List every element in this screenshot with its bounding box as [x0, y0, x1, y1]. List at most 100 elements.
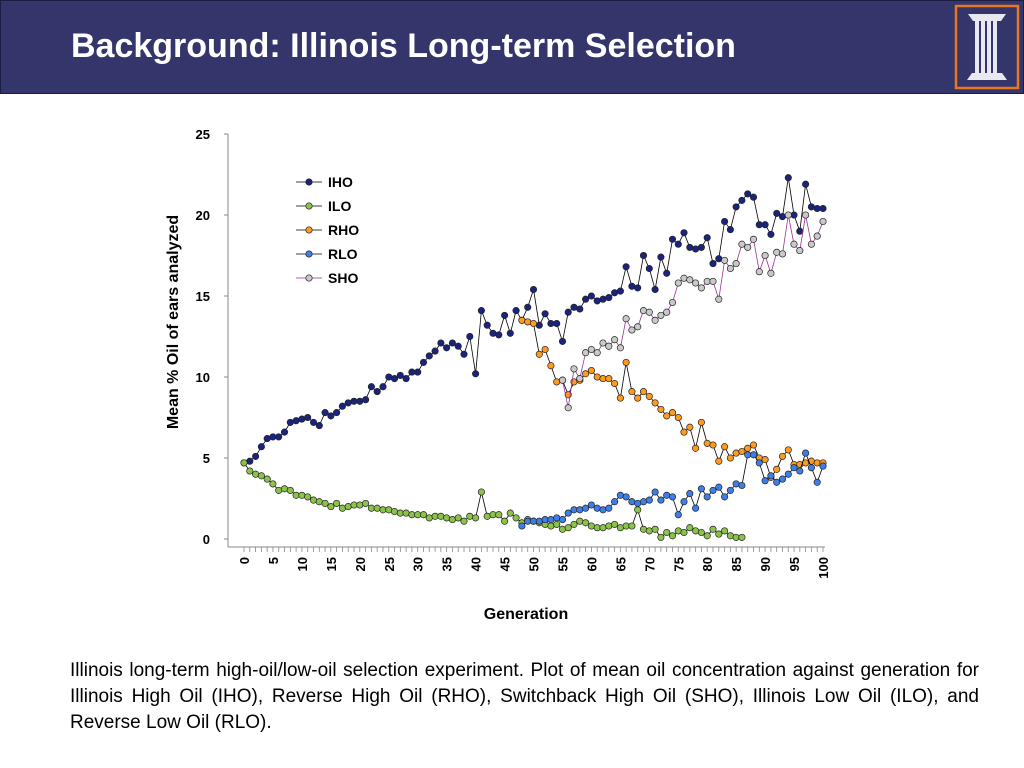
- data-point-rho: [593, 373, 601, 381]
- x-tick-label: 0: [237, 557, 252, 564]
- legend-marker-iho: [305, 178, 313, 186]
- data-point-rlo: [628, 498, 636, 506]
- data-point-iho: [645, 264, 653, 273]
- data-point-rlo: [657, 496, 665, 504]
- data-point-ilo: [443, 514, 451, 522]
- data-point-rho: [732, 449, 740, 457]
- data-point-iho: [726, 226, 734, 234]
- data-point-rho: [680, 428, 688, 436]
- data-point-sho: [761, 251, 769, 260]
- data-point-rho: [599, 375, 607, 383]
- legend-label-rho: RHO: [328, 222, 359, 238]
- legend-item-sho: SHO: [296, 270, 358, 286]
- data-point-iho: [275, 433, 283, 441]
- x-tick-label: 45: [498, 557, 513, 571]
- data-point-iho: [501, 311, 509, 319]
- data-point-iho: [298, 415, 306, 423]
- x-tick-label: 50: [527, 557, 542, 571]
- series-iho: [240, 174, 827, 467]
- data-point-ilo: [315, 498, 323, 506]
- data-point-ilo: [738, 533, 746, 541]
- data-point-iho: [344, 399, 352, 407]
- data-point-rlo: [663, 491, 671, 499]
- data-point-rho: [674, 413, 682, 422]
- data-point-iho: [686, 243, 694, 251]
- data-point-sho: [576, 375, 584, 383]
- data-point-rlo: [564, 509, 572, 517]
- data-point-iho: [639, 251, 648, 260]
- data-point-iho: [367, 383, 375, 391]
- data-point-rlo: [692, 504, 700, 512]
- data-point-rlo: [587, 501, 595, 509]
- data-point-ilo: [692, 527, 700, 535]
- data-point-rlo: [605, 504, 613, 512]
- y-tick-label: 10: [196, 370, 210, 385]
- data-point-ilo: [576, 517, 584, 525]
- data-point-ilo: [431, 512, 439, 520]
- data-point-ilo: [668, 532, 677, 540]
- data-point-rho: [773, 465, 781, 473]
- data-point-rlo: [518, 522, 526, 530]
- data-point-rlo: [524, 517, 532, 525]
- data-point-iho: [773, 209, 781, 217]
- x-axis-title: Generation: [484, 606, 568, 623]
- data-point-sho: [668, 298, 677, 307]
- data-point-iho: [611, 289, 619, 297]
- data-point-iho: [541, 310, 549, 318]
- legend-item-rho: RHO: [296, 222, 359, 238]
- data-point-iho: [663, 269, 671, 277]
- data-point-sho: [639, 307, 648, 315]
- data-point-iho: [697, 243, 705, 251]
- data-point-iho: [448, 339, 456, 347]
- data-point-sho: [628, 326, 636, 334]
- data-point-rlo: [611, 498, 619, 506]
- data-point-ilo: [338, 504, 346, 512]
- data-point-ilo: [639, 525, 648, 533]
- data-point-sho: [651, 316, 659, 324]
- y-tick-label: 0: [203, 532, 210, 547]
- data-point-sho: [796, 247, 804, 255]
- x-tick-label: 25: [382, 557, 397, 571]
- data-point-iho: [454, 342, 462, 350]
- data-point-ilo: [379, 506, 387, 514]
- data-point-rho: [744, 444, 752, 452]
- data-point-ilo: [599, 524, 607, 532]
- data-point-iho: [680, 229, 688, 237]
- data-point-sho: [744, 243, 752, 251]
- data-point-ilo: [686, 524, 694, 532]
- data-point-ilo: [553, 520, 561, 528]
- data-point-iho: [472, 370, 480, 378]
- x-tick-label: 5: [266, 557, 281, 564]
- data-point-rlo: [790, 464, 798, 472]
- data-point-sho: [778, 250, 787, 258]
- data-point-rho: [518, 316, 526, 324]
- data-point-rho: [692, 444, 700, 452]
- data-point-rho: [703, 439, 711, 447]
- data-point-rlo: [599, 506, 607, 514]
- data-point-iho: [767, 230, 775, 238]
- data-point-rlo: [593, 504, 601, 512]
- data-point-ilo: [408, 511, 416, 519]
- data-point-iho: [738, 196, 746, 204]
- data-point-iho: [761, 221, 769, 229]
- data-point-iho: [622, 263, 630, 271]
- data-point-iho: [703, 234, 711, 242]
- data-point-sho: [773, 248, 781, 256]
- data-point-iho: [437, 339, 445, 347]
- legend-marker-rlo: [305, 250, 313, 258]
- series-rlo: [518, 449, 827, 530]
- data-point-iho: [315, 422, 323, 430]
- data-point-iho: [668, 235, 677, 243]
- data-point-iho: [576, 305, 584, 313]
- data-point-rlo: [570, 506, 578, 514]
- data-point-iho: [582, 295, 590, 303]
- legend-item-rlo: RLO: [296, 246, 358, 262]
- data-point-ilo: [657, 533, 665, 541]
- data-point-rho: [668, 409, 677, 417]
- data-point-rho: [721, 443, 729, 451]
- data-point-iho: [425, 352, 433, 360]
- data-point-rho: [657, 405, 665, 413]
- data-point-rho: [616, 394, 624, 402]
- data-point-iho: [547, 319, 555, 328]
- data-point-rlo: [778, 475, 787, 483]
